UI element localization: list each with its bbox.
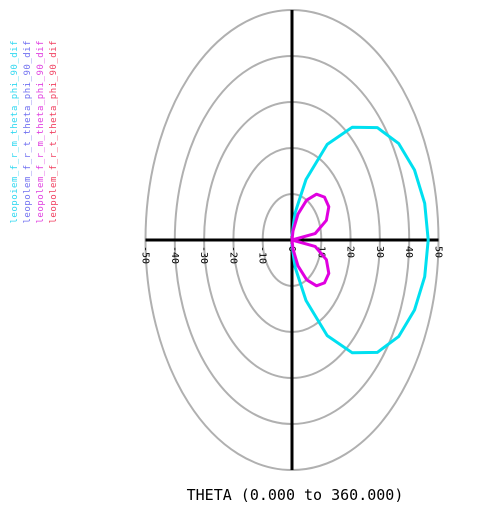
series-curves: [290, 125, 430, 355]
tick-label-2: -30: [198, 246, 209, 264]
series-curve-0: [290, 125, 430, 355]
radial-tick-labels: -50 -40 -30 -20 -10 0 10 20 30 40 50: [140, 246, 444, 264]
tick-label-9: 40: [403, 246, 414, 258]
tick-label-4: -10: [257, 246, 268, 264]
legend-entry: leopoiem_f_r_m_theta_phi_90_dif: [10, 40, 20, 224]
tick-label-1: -40: [169, 246, 180, 264]
tick-label-7: 20: [345, 246, 356, 258]
x-axis-label: THETA (0.000 to 360.000): [186, 486, 404, 504]
tick-label-0: -50: [140, 246, 151, 264]
tick-label-10: 50: [433, 246, 444, 258]
legend-entry: leopolem_f_r_m_theta_phi_90_dif: [36, 40, 46, 224]
legend-entry: leopolem_f_r_t_theta_phi_90_dif: [23, 40, 33, 224]
legend-entry: leopolem_f_r_t_theta_phi_90_dif: [49, 40, 59, 224]
tick-label-8: 30: [374, 246, 385, 258]
series-curve-1: [290, 192, 331, 288]
tick-label-3: -20: [227, 246, 238, 264]
